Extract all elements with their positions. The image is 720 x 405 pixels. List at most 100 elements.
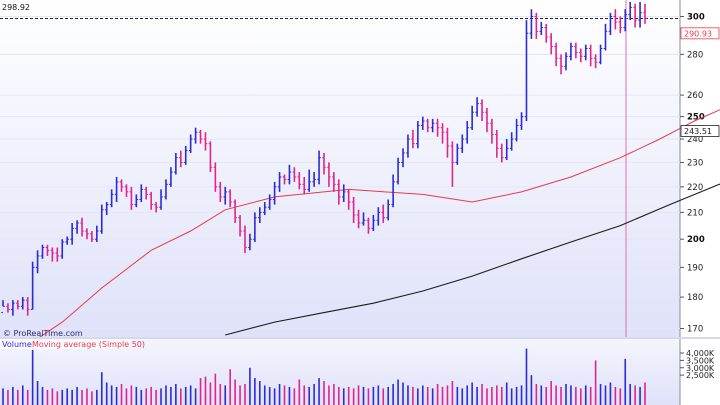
ohlc-bar (420, 116, 425, 130)
ohlc-bar (356, 209, 361, 229)
ohlc-bar (169, 167, 173, 187)
ohlc-bar (35, 250, 40, 274)
ohlc-bar (485, 107, 489, 133)
ohlc-bar (618, 16, 623, 34)
ohlc-bar (277, 172, 282, 192)
ohlc-bar (95, 225, 99, 242)
ohlc-bar (450, 141, 455, 187)
ohlc-bar (159, 189, 163, 210)
ohlc-bar (495, 129, 499, 158)
ohlc-bar (25, 297, 30, 316)
ohlc-bar (603, 23, 608, 51)
ohlc-bar (80, 217, 84, 237)
ohlc-bar (351, 196, 356, 223)
ohlc-bar (85, 228, 89, 240)
ohlc-bar (416, 121, 420, 149)
ohlc-bar (425, 118, 430, 133)
ohlc-bar (327, 162, 331, 187)
volume-caption-label: Volume (2, 340, 32, 349)
ohlc-bar (307, 169, 311, 192)
ohlc-bar (435, 118, 440, 137)
ohlc-bar (312, 172, 316, 187)
ohlc-bar (109, 189, 114, 208)
ohlc-bars (1, 2, 647, 316)
ohlc-bar (361, 212, 366, 226)
price-tick-label: 220 (687, 183, 703, 193)
ohlc-bar (569, 42, 573, 61)
ma-caption-label: Moving average (Simple 50) (32, 340, 145, 349)
ohlc-bar (534, 12, 539, 39)
ohlc-bar (243, 225, 247, 254)
ohlc-bar (139, 184, 144, 203)
ohlc-bar (267, 194, 272, 210)
price-tick-label: 210 (687, 208, 703, 218)
ohlc-bar (218, 181, 223, 203)
ohlc-bar (20, 297, 25, 310)
volume-panel-separator (0, 337, 720, 339)
volume-tick-label: 3,500K (686, 356, 715, 365)
volume-axis-background (680, 339, 720, 405)
ohlc-bar (475, 97, 479, 117)
ohlc-bar (40, 244, 45, 259)
ohlc-bar (593, 54, 598, 69)
ohlc-bar (524, 20, 529, 122)
price-tick-label: 230 (687, 158, 703, 168)
ohlc-bar (455, 143, 460, 165)
ohlc-bar (366, 217, 371, 234)
price-tick-label: 240 (687, 135, 703, 145)
ohlc-bar (302, 176, 307, 195)
watermark: © ProRealTime.com (3, 329, 83, 338)
volume-bars (2, 348, 646, 405)
ohlc-bar (583, 44, 588, 61)
volume-caption: Volume Moving average (Simple 50) (0, 339, 145, 349)
ohlc-bar (470, 105, 474, 130)
ohlc-bar (401, 148, 405, 168)
price-axis-background (680, 0, 720, 337)
ohlc-bar (564, 52, 568, 71)
ohlc-bar (262, 202, 267, 216)
volume-tick-label: 3,000K (686, 364, 715, 373)
ohlc-bar (396, 157, 400, 185)
ohlc-bar (386, 199, 390, 221)
ohlc-bar (391, 174, 395, 208)
ohlc-bar (504, 139, 509, 161)
ohlc-bar (465, 121, 470, 144)
ohlc-bar (460, 134, 465, 153)
ma-slow-value-label: 243.51 (684, 127, 712, 136)
ohlc-bar (282, 174, 287, 185)
ohlc-bar (514, 118, 519, 142)
ohlc-bar (643, 3, 647, 24)
ohlc-bar (60, 239, 65, 259)
ohlc-bar (1, 300, 5, 314)
ohlc-bar (99, 204, 104, 234)
price-tick-label: 190 (687, 263, 703, 273)
ohlc-bar (574, 42, 578, 59)
ohlc-bar (104, 202, 109, 216)
ohlc-bar (193, 127, 198, 144)
ohlc-bar (628, 2, 632, 21)
ohlc-bar (144, 186, 149, 200)
ohlc-bar (411, 129, 415, 149)
price-axis-ticks: 170 180 190 200 210 220 230 240 250 260 280 300 (680, 12, 705, 334)
ohlc-bar (297, 172, 302, 190)
ohlc-bar (149, 191, 153, 210)
ohlc-bar (6, 303, 10, 313)
ohlc-bar (332, 172, 336, 192)
ohlc-bar (613, 9, 618, 30)
ohlc-bar (55, 247, 60, 262)
ma-fast-value-label-box: 290.93 (680, 27, 720, 40)
ohlc-bar (134, 194, 139, 208)
ohlc-bar (208, 141, 213, 173)
ohlc-bar (75, 220, 79, 234)
ohlc-bar (228, 189, 232, 208)
last-price-label-box: 298.92 (0, 2, 30, 12)
volume-tick-label: 2,500K (686, 371, 715, 380)
ohlc-bar (480, 99, 484, 122)
ohlc-bar (322, 152, 326, 175)
ohlc-bar (188, 134, 193, 153)
ohlc-bar (598, 44, 603, 65)
ohlc-bar (490, 118, 494, 144)
ohlc-bar (509, 132, 514, 151)
ohlc-bar (164, 179, 168, 200)
ohlc-bar (238, 215, 242, 237)
